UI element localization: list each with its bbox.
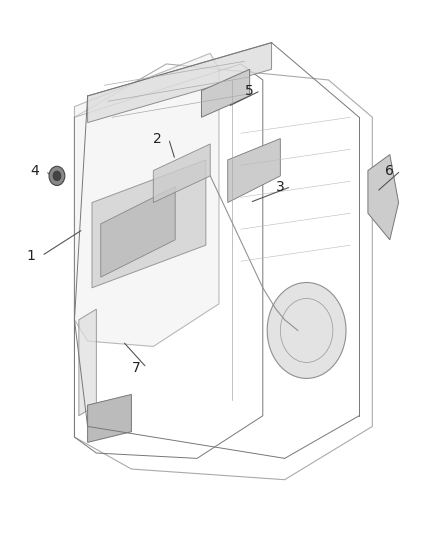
Text: 7: 7 — [131, 361, 140, 375]
Circle shape — [267, 282, 346, 378]
Polygon shape — [74, 53, 219, 346]
Text: 3: 3 — [276, 180, 285, 193]
Text: 4: 4 — [31, 164, 39, 177]
Circle shape — [49, 166, 65, 185]
Polygon shape — [228, 139, 280, 203]
Polygon shape — [92, 160, 206, 288]
Polygon shape — [88, 394, 131, 442]
Text: 5: 5 — [245, 84, 254, 98]
Polygon shape — [79, 309, 96, 416]
Text: 2: 2 — [153, 132, 162, 146]
Polygon shape — [201, 69, 250, 117]
Polygon shape — [368, 155, 399, 240]
Circle shape — [53, 171, 61, 181]
Text: 1: 1 — [26, 249, 35, 263]
Polygon shape — [88, 43, 272, 123]
Text: 6: 6 — [385, 164, 394, 177]
Polygon shape — [153, 144, 210, 203]
Polygon shape — [101, 187, 175, 277]
